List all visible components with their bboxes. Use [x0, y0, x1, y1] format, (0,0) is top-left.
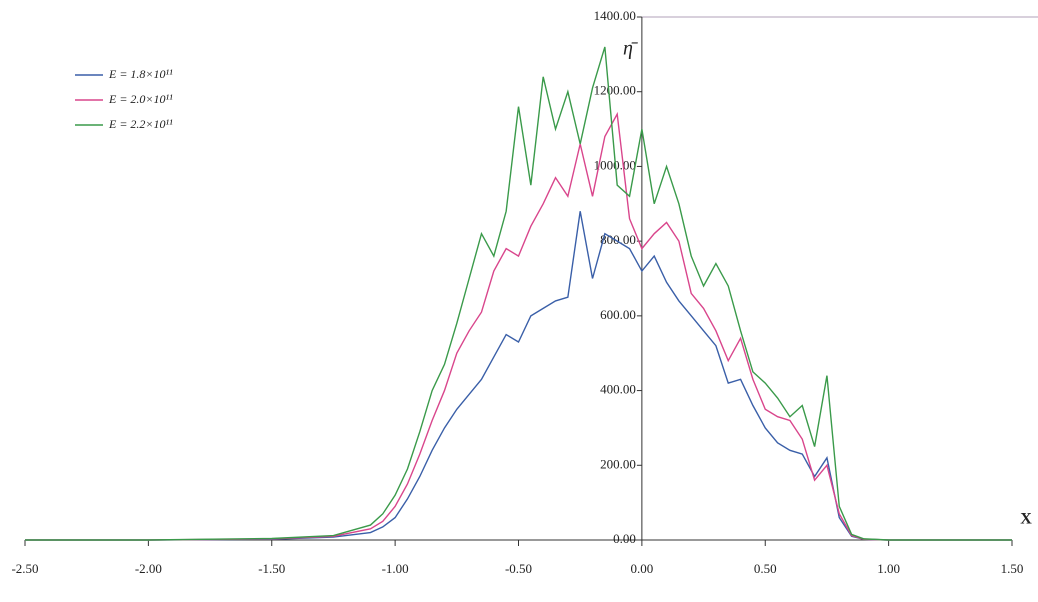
x-tick-label: -1.00 — [382, 561, 409, 576]
x-tick-label: 0.50 — [754, 561, 777, 576]
y-tick-label: 1200.00 — [594, 83, 636, 98]
legend-label: E = 1.8×10¹¹ — [108, 67, 173, 81]
y-axis-label: η̄ — [623, 38, 638, 60]
x-tick-label: 1.50 — [1001, 561, 1024, 576]
series-line — [25, 46, 1012, 541]
x-tick-label: -1.50 — [258, 561, 285, 576]
y-tick-label: 200.00 — [600, 456, 636, 471]
legend-label: E = 2.0×10¹¹ — [108, 92, 173, 106]
y-tick-label: 600.00 — [600, 307, 636, 322]
x-tick-label: 0.00 — [631, 561, 654, 576]
x-tick-label: 1.00 — [877, 561, 900, 576]
series-line — [25, 211, 1012, 541]
y-tick-label: 400.00 — [600, 382, 636, 397]
y-tick-label: 0.00 — [613, 531, 636, 546]
x-axis-label: X — [1020, 511, 1032, 528]
y-tick-label: 1400.00 — [594, 8, 636, 23]
x-tick-label: -2.50 — [11, 561, 38, 576]
x-tick-label: -0.50 — [505, 561, 532, 576]
legend-label: E = 2.2×10¹¹ — [108, 117, 173, 131]
series-line — [25, 111, 1012, 541]
x-tick-label: -2.00 — [135, 561, 162, 576]
